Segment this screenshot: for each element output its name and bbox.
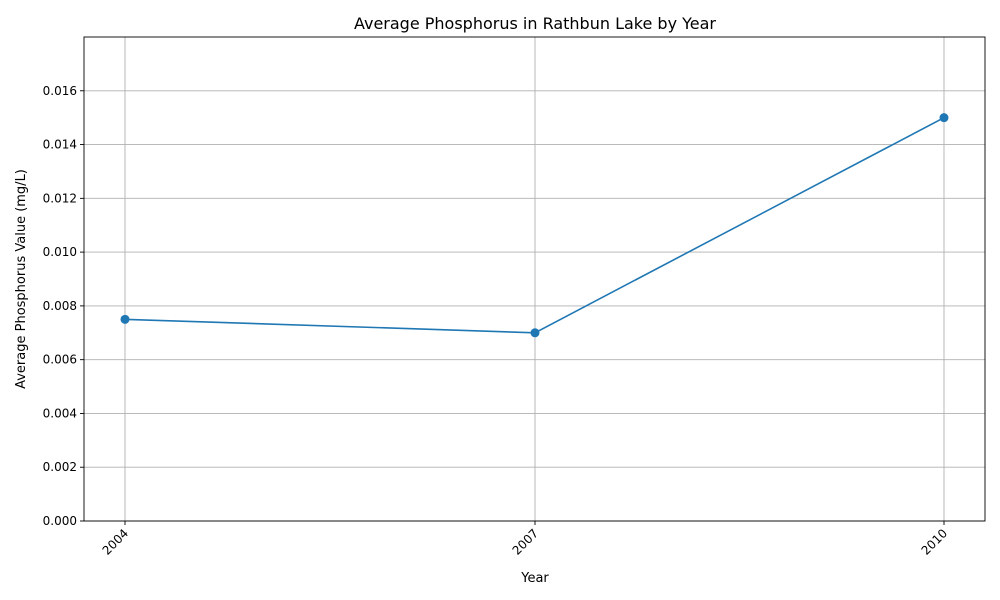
series-layer bbox=[120, 113, 949, 338]
data-point bbox=[120, 314, 130, 324]
x-tick-label: 2004 bbox=[100, 526, 131, 557]
y-tick-label: 0.008 bbox=[43, 299, 77, 313]
y-axis-label: Average Phosphorus Value (mg/L) bbox=[14, 169, 29, 389]
chart-title: Average Phosphorus in Rathbun Lake by Ye… bbox=[354, 14, 716, 33]
x-tick-label: 2010 bbox=[919, 526, 950, 557]
y-tick-label: 0.014 bbox=[43, 138, 77, 152]
grid bbox=[84, 37, 985, 522]
y-tick-label: 0.000 bbox=[43, 514, 77, 528]
data-point bbox=[939, 113, 949, 123]
y-tick-label: 0.010 bbox=[43, 245, 77, 259]
series-line bbox=[124, 116, 945, 334]
y-tick-label: 0.002 bbox=[43, 460, 77, 474]
axes: 0.000 0.002 0.004 0.006 0.008 0.010 0.012 0.014… bbox=[43, 36, 986, 558]
x-axis-label: Year bbox=[520, 571, 549, 586]
plot-frame bbox=[83, 36, 986, 522]
data-point bbox=[530, 328, 540, 338]
y-tick-label: 0.006 bbox=[43, 353, 77, 367]
x-tick-label: 2007 bbox=[510, 526, 541, 557]
y-tick-label: 0.012 bbox=[43, 191, 77, 205]
y-tick-label: 0.016 bbox=[43, 84, 77, 98]
y-tick-label: 0.004 bbox=[43, 406, 77, 420]
